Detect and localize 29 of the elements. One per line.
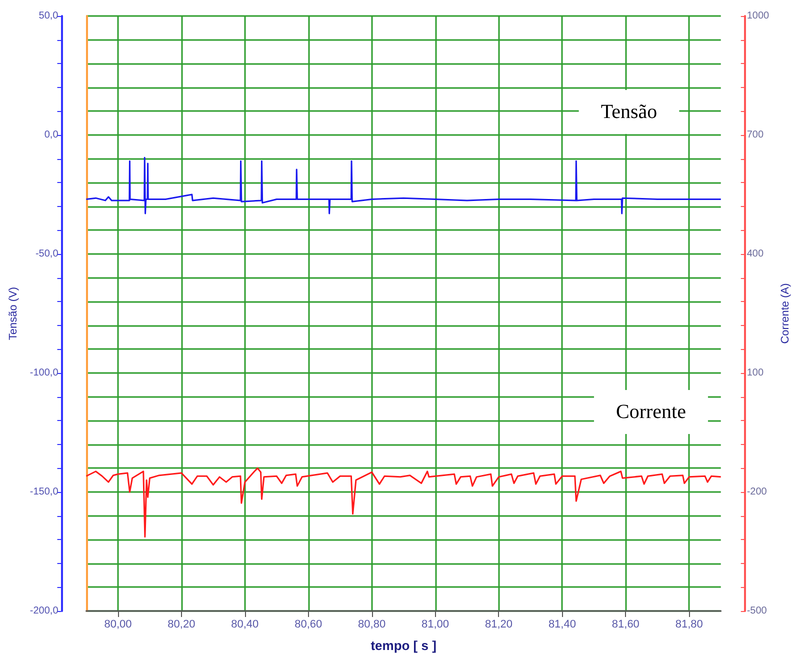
- x-tick-label: 80,20: [168, 618, 196, 630]
- x-tick-label: 81,60: [612, 618, 640, 630]
- y2-tick-label: -200: [746, 486, 768, 498]
- x-tick-label: 81,80: [675, 618, 703, 630]
- y2-tick-label: -500: [746, 606, 768, 616]
- x-tick-label: 80,80: [358, 618, 386, 630]
- annotation: Corrente: [616, 401, 686, 423]
- y2-tick-label: 100: [746, 368, 764, 378]
- x-axis-title: tempo [ s ]: [370, 638, 436, 653]
- x-tick-label: 80,00: [104, 618, 132, 630]
- y-axis-title: Tensão (V): [8, 286, 20, 340]
- y-tick-label: -50,0: [35, 248, 59, 260]
- annotation: Tensão: [600, 101, 658, 123]
- y2-tick-label: 700: [746, 130, 764, 140]
- y2-tick-label: 1000: [746, 10, 770, 22]
- x-tick-label: 81,20: [484, 618, 513, 630]
- x-tick-label: 81,00: [422, 618, 450, 630]
- line-series: [86, 156, 722, 214]
- y-tick-label: -150,0: [30, 486, 59, 498]
- y-tick-label: -200,0: [30, 606, 59, 616]
- x-tick-label: 81,40: [548, 618, 576, 630]
- x-tick-label: 80,60: [294, 618, 322, 630]
- y-tick-label: 50,0: [38, 10, 59, 22]
- x-tick-label: 80,40: [231, 618, 259, 630]
- y2-axis-title: Corrente (A): [780, 283, 792, 344]
- y-tick-label: -100,0: [30, 368, 59, 378]
- y2-tick-label: 400: [746, 248, 764, 260]
- y-tick-label: 0,0: [44, 130, 59, 140]
- line-series: [86, 467, 722, 538]
